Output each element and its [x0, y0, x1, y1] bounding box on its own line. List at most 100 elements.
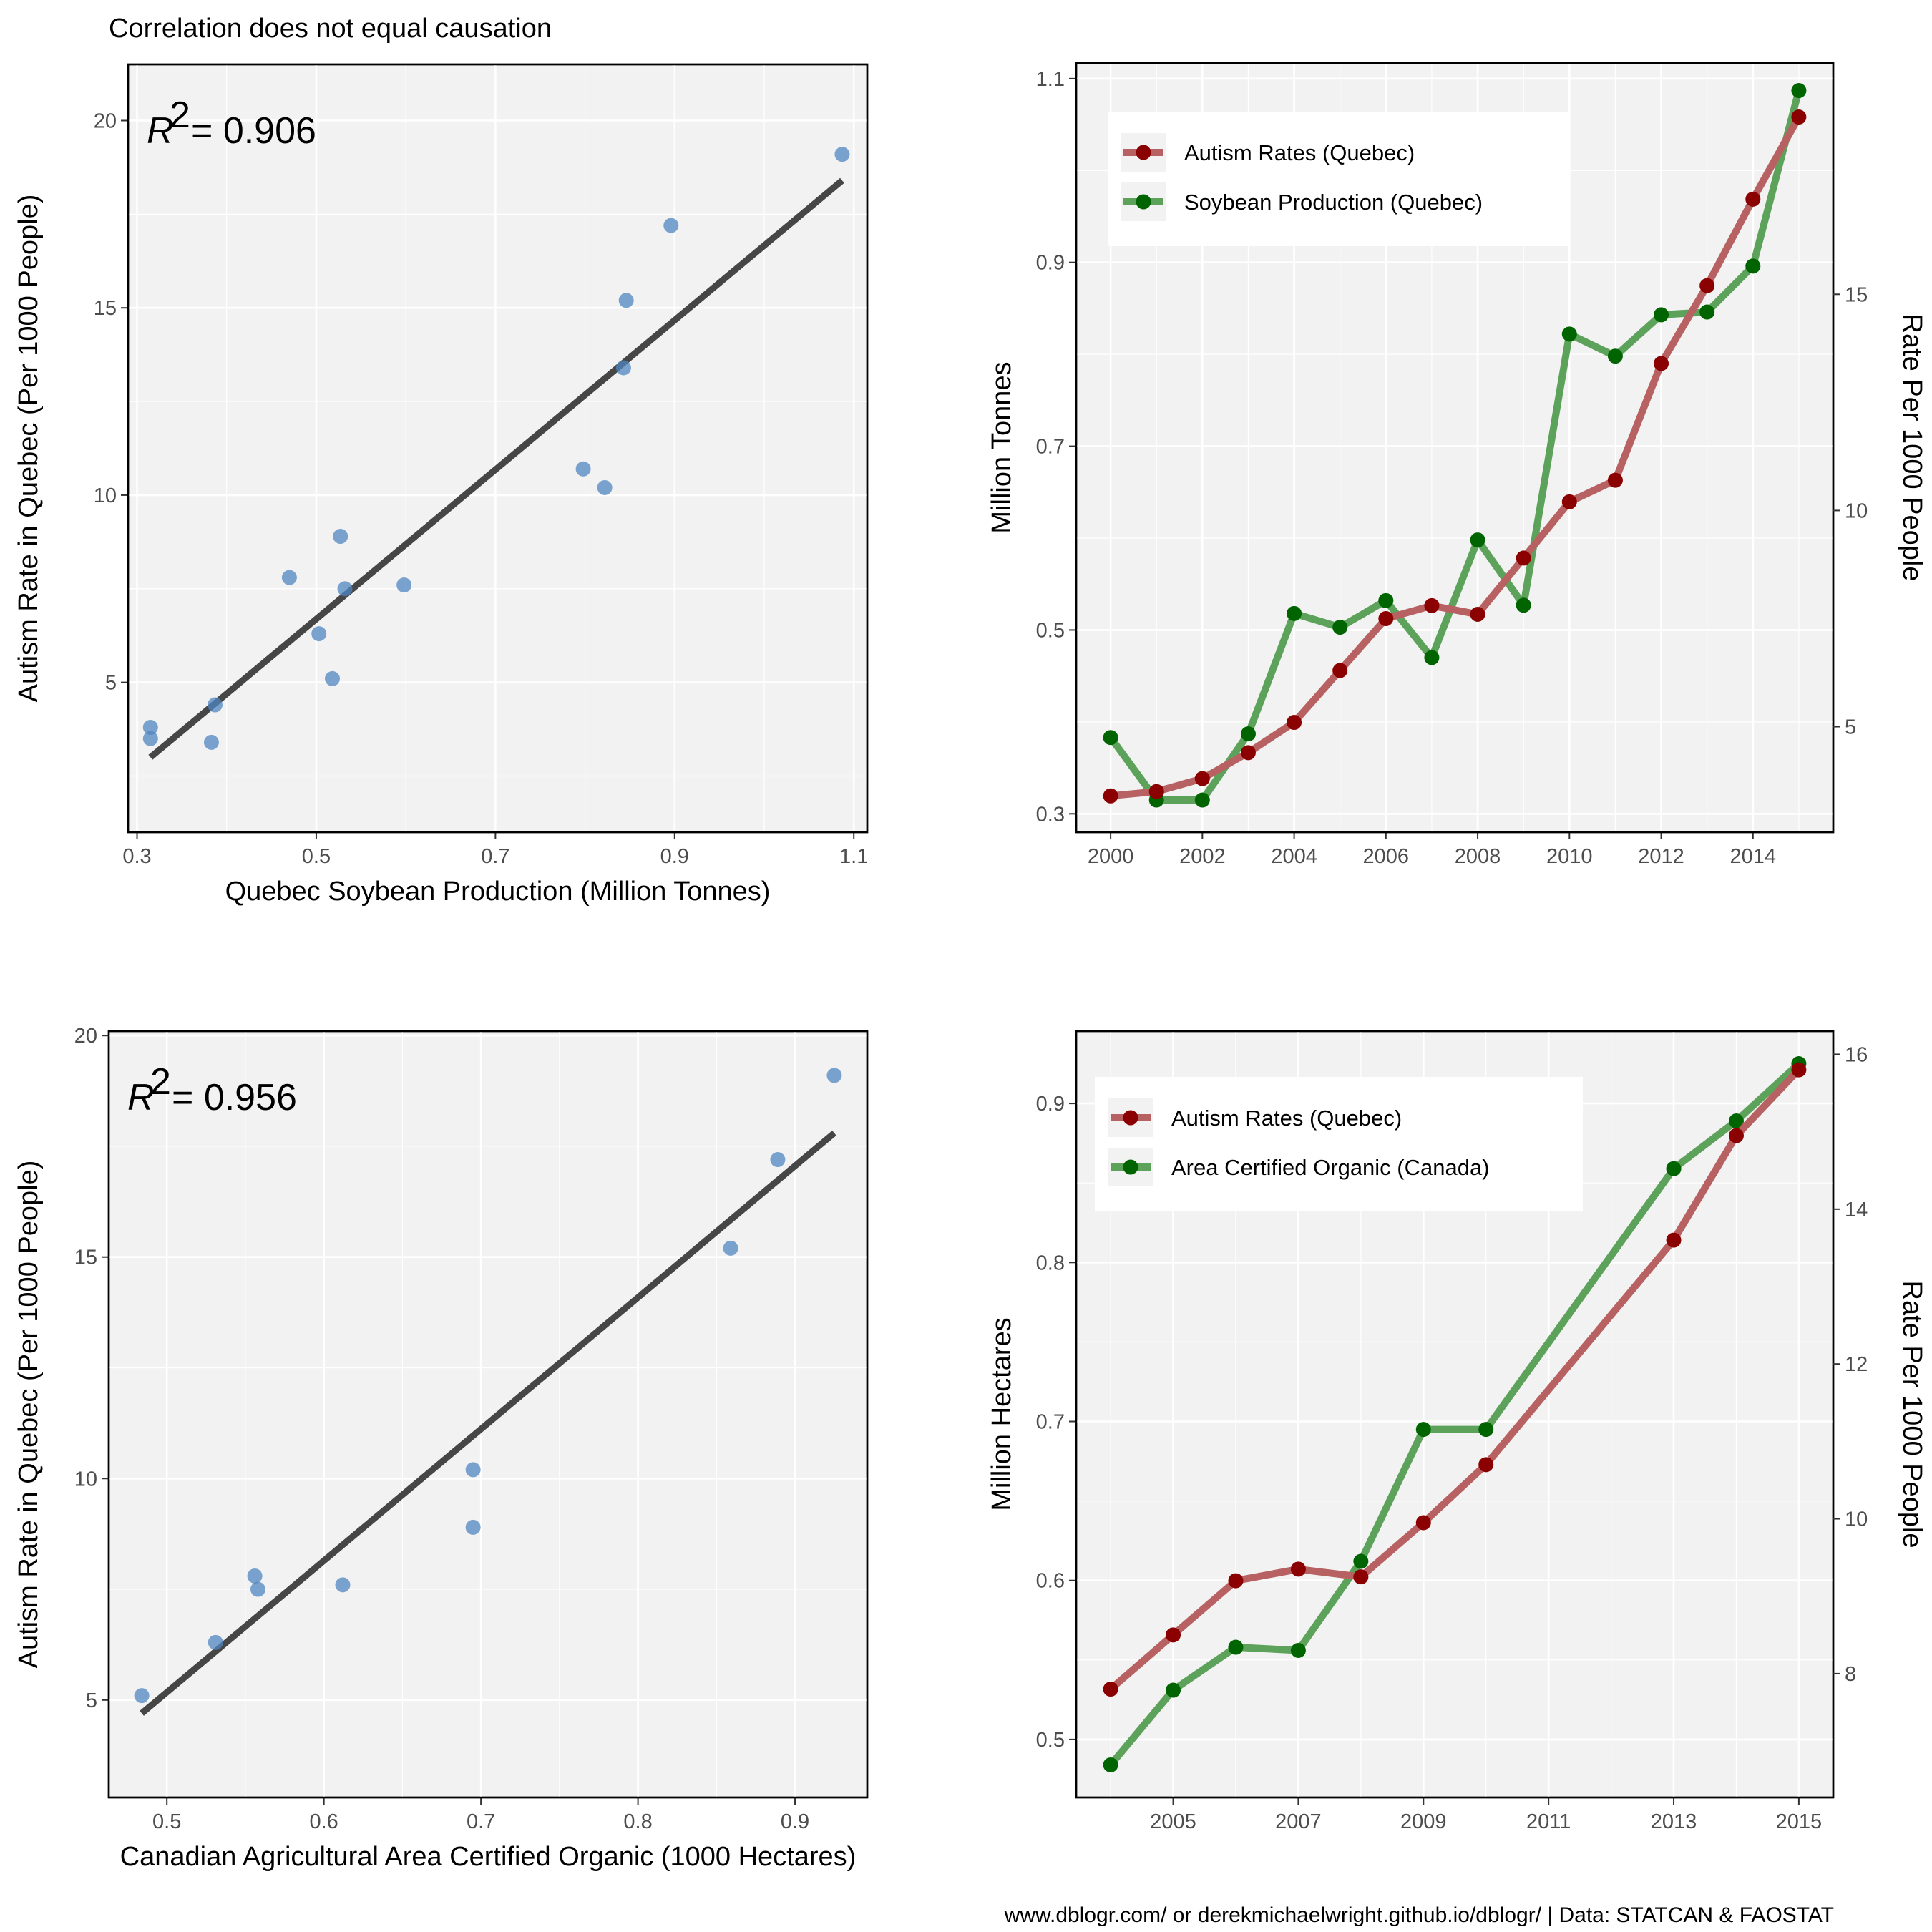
- green-series-point: [1103, 1757, 1118, 1772]
- green-series-point: [1607, 348, 1623, 364]
- legend-box: [1095, 1077, 1583, 1211]
- autism-series-point: [1103, 1682, 1118, 1697]
- y-right-tick-label: 14: [1845, 1199, 1868, 1221]
- autism-series-point: [1654, 356, 1669, 371]
- x-tick-label: 2000: [1088, 845, 1134, 868]
- y-tick-label: 0.7: [1036, 436, 1065, 459]
- data-point: [134, 1688, 150, 1704]
- x-tick-label: 0.5: [152, 1810, 181, 1833]
- autism-series-point: [1415, 1515, 1431, 1531]
- data-point: [597, 479, 613, 495]
- data-point: [575, 461, 591, 477]
- source-caption: www.dblogr.com/ or derekmichaelwright.gi…: [1004, 1903, 1834, 1927]
- data-point: [337, 581, 353, 597]
- y-axis-title: Autism Rate in Quebec (Per 1000 People): [14, 1161, 44, 1669]
- x-tick-label: 2014: [1730, 845, 1777, 868]
- data-point: [207, 697, 223, 713]
- y-right-tick-label: 15: [1845, 283, 1868, 306]
- autism-series-line: [1108, 1067, 1802, 1692]
- y-tick-label: 0.6: [1036, 1570, 1065, 1593]
- green-series-point: [1415, 1422, 1431, 1438]
- data-point: [396, 577, 412, 593]
- timeseries-panel-organic: 2005 2007 2009 2011 2013 2015 0.5 0.6 0.7 0.8 0.9 8…: [987, 1030, 1927, 1833]
- legend-label: Soybean Production (Quebec): [1184, 190, 1483, 215]
- autism-series-point: [1148, 784, 1164, 799]
- y-tick-label: 10: [74, 1468, 97, 1491]
- legend-label: Area Certified Organic (Canada): [1171, 1155, 1490, 1180]
- y-tick-label: 1.1: [1036, 68, 1065, 91]
- legend: Autism Rates (Quebec) Soybean Production …: [1108, 112, 1568, 246]
- data-point: [615, 360, 631, 376]
- x-tick-label: 0.6: [309, 1810, 338, 1833]
- green-series-point: [1166, 1682, 1181, 1698]
- y-tick-label: 0.8: [1036, 1252, 1065, 1274]
- x-tick-label: 0.5: [302, 845, 331, 868]
- regression-line: [148, 177, 844, 760]
- r-squared-symbol: R: [147, 110, 174, 152]
- autism-series-point: [1470, 606, 1485, 622]
- green-series-line: [1108, 1060, 1802, 1767]
- x-tick-label: 2005: [1150, 1810, 1196, 1833]
- green-series-point: [1424, 650, 1440, 665]
- x-tick-label: 1.1: [839, 845, 868, 868]
- y-tick-label: 0.5: [1036, 1729, 1065, 1752]
- y-tick-label: 0.7: [1036, 1410, 1065, 1433]
- y-tick-label: 15: [94, 297, 117, 320]
- x-tick-label: 2010: [1546, 845, 1593, 868]
- lines-1-panel-border: [1075, 62, 1835, 834]
- x-tick-label: 2008: [1455, 845, 1501, 868]
- x-tick-label: 0.9: [660, 845, 689, 868]
- x-tick-label: 2009: [1400, 1810, 1447, 1833]
- y-right-tick-label: 16: [1845, 1043, 1868, 1066]
- y-right-tick-label: 8: [1845, 1663, 1856, 1686]
- legend-label: Autism Rates (Quebec): [1171, 1106, 1402, 1131]
- green-series-point: [1332, 620, 1348, 635]
- green-series-point: [1194, 792, 1210, 808]
- data-point: [208, 1634, 223, 1650]
- data-point: [465, 1462, 481, 1478]
- x-tick-label: 2012: [1638, 845, 1684, 868]
- autism-series-point: [1728, 1128, 1744, 1143]
- data-point: [142, 719, 158, 735]
- r-squared-value: = 0.956: [172, 1077, 297, 1118]
- x-tick-label: 2002: [1179, 845, 1226, 868]
- green-series-point: [1378, 592, 1394, 608]
- x-tick-label: 2011: [1526, 1810, 1571, 1833]
- scatter-2-gridlines: [109, 1032, 867, 1797]
- green-series-point: [1228, 1639, 1244, 1655]
- data-point: [250, 1581, 265, 1597]
- autism-series-point: [1290, 1561, 1306, 1577]
- autism-series-point: [1103, 788, 1118, 804]
- autism-series-point: [1699, 278, 1715, 293]
- lines-3-panel-border: [1075, 1030, 1835, 1799]
- green-series-point: [1478, 1422, 1494, 1438]
- legend: Autism Rates (Quebec) Area Certified Orga…: [1095, 1077, 1583, 1211]
- autism-series-point: [1240, 745, 1256, 761]
- y-axis-title: Million Tonnes: [987, 361, 1017, 533]
- x-tick-label: 0.7: [481, 845, 509, 868]
- r-squared-value: = 0.906: [191, 110, 316, 152]
- data-point: [618, 293, 634, 308]
- green-series-point: [1728, 1113, 1744, 1129]
- green-series-point: [1745, 258, 1761, 274]
- green-series-point: [1791, 83, 1807, 99]
- legend-key-point: [1136, 194, 1151, 210]
- x-tick-label: 0.3: [122, 845, 151, 868]
- y-tick-label: 0.9: [1036, 252, 1065, 275]
- x-axis-title: Quebec Soybean Production (Million Tonne…: [225, 877, 771, 907]
- autism-series-point: [1791, 109, 1807, 125]
- autism-series-point: [1332, 663, 1348, 678]
- data-point: [770, 1152, 786, 1168]
- x-tick-label: 0.8: [623, 1810, 652, 1833]
- autism-series-point: [1516, 550, 1531, 566]
- autism-series-point: [1166, 1627, 1181, 1643]
- x-axis-title: Canadian Agricultural Area Certified Org…: [120, 1842, 857, 1872]
- autism-series-point: [1287, 715, 1302, 731]
- data-point: [311, 626, 327, 642]
- y-right-tick-label: 10: [1845, 1508, 1868, 1531]
- scatter-panel-soybean: 0.3 0.5 0.7 0.9 1.1 5 10 15 20 R2 = 0.906 Quebec So…: [14, 63, 868, 907]
- data-point: [142, 731, 158, 746]
- legend-box: [1108, 112, 1568, 246]
- y-tick-label: 10: [94, 484, 117, 507]
